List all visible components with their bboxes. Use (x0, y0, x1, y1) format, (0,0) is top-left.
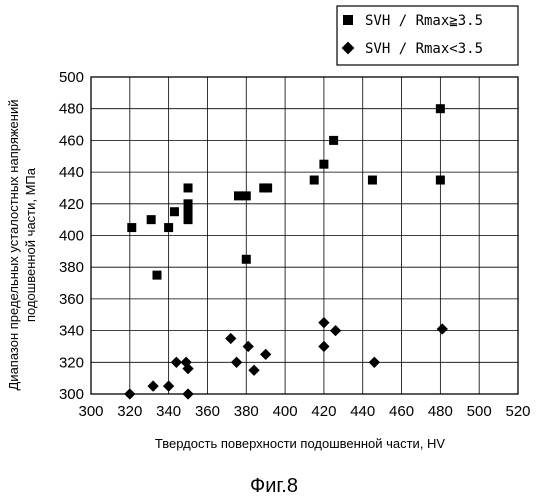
square-data-point (319, 160, 328, 169)
square-data-point (329, 136, 338, 145)
square-data-point (147, 215, 156, 224)
legend: SVH / Rmax≧3.5 SVH / Rmax<3.5 (337, 6, 518, 65)
x-tick-label: 340 (156, 403, 181, 420)
square-data-point (436, 104, 445, 113)
square-data-point (164, 223, 173, 232)
y-tick-label: 340 (59, 323, 84, 340)
square-data-point (152, 271, 161, 280)
y-axis-label-line-1: Диапазон предельных усталостных напряжен… (6, 100, 21, 391)
figure-caption: Фиг.8 (250, 475, 298, 497)
y-tick-label: 440 (59, 164, 84, 181)
y-tick-label: 360 (59, 291, 84, 308)
y-tick-label: 300 (59, 386, 84, 403)
y-tick-label: 400 (59, 228, 84, 245)
x-tick-label: 440 (350, 403, 375, 420)
square-data-point (184, 207, 193, 216)
y-tick-label: 380 (59, 259, 84, 276)
x-tick-label: 320 (117, 403, 142, 420)
square-data-point (184, 215, 193, 224)
legend-label-diamond-series: SVH / Rmax<3.5 (365, 41, 483, 57)
x-tick-label: 480 (428, 403, 453, 420)
square-data-point (127, 223, 136, 232)
y-tick-label: 420 (59, 196, 84, 213)
x-tick-label: 520 (505, 403, 530, 420)
y-tick-label: 500 (59, 69, 84, 86)
y-tick-label: 480 (59, 101, 84, 118)
square-data-point (184, 199, 193, 208)
x-tick-label: 400 (273, 403, 298, 420)
square-data-point (170, 207, 179, 216)
x-tick-label: 380 (234, 403, 259, 420)
square-data-point (436, 176, 445, 185)
legend-square-marker (343, 15, 353, 25)
square-data-point (234, 191, 243, 200)
x-axis-label: Твердость поверхности подошвенной части,… (155, 436, 446, 451)
square-data-point (242, 255, 251, 264)
square-data-point (263, 183, 272, 192)
x-tick-label: 300 (78, 403, 103, 420)
square-data-point (242, 191, 251, 200)
y-axis-label-line-2: подошвенной части, МПа (23, 167, 38, 322)
x-tick-label: 460 (389, 403, 414, 420)
x-tick-label: 360 (195, 403, 220, 420)
y-tick-label: 460 (59, 132, 84, 149)
x-tick-label: 500 (467, 403, 492, 420)
legend-label-square-series: SVH / Rmax≧3.5 (365, 13, 483, 29)
x-tick-label: 420 (311, 403, 336, 420)
square-data-point (184, 183, 193, 192)
square-data-point (368, 176, 377, 185)
square-data-point (310, 176, 319, 185)
y-tick-label: 320 (59, 354, 84, 371)
